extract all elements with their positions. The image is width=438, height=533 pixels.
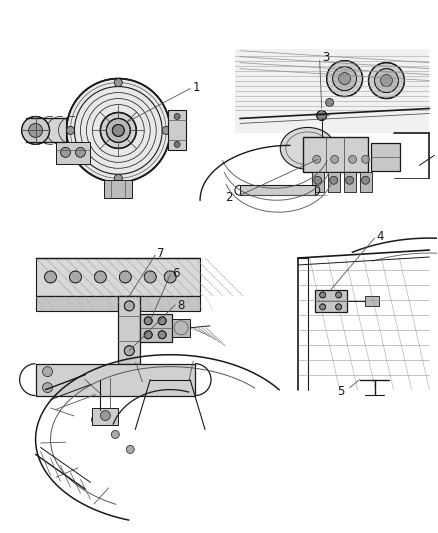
Text: 4: 4: [377, 230, 384, 243]
Circle shape: [114, 174, 122, 182]
Circle shape: [346, 176, 353, 184]
Circle shape: [381, 75, 392, 86]
Bar: [56, 142, 90, 164]
Circle shape: [144, 317, 152, 325]
Circle shape: [317, 110, 327, 120]
Circle shape: [320, 292, 326, 298]
Circle shape: [144, 331, 152, 339]
Circle shape: [330, 176, 338, 184]
Circle shape: [45, 271, 57, 283]
Circle shape: [174, 141, 180, 148]
Circle shape: [67, 78, 170, 182]
Bar: [168, 110, 186, 150]
Circle shape: [111, 431, 119, 439]
Bar: [172, 319, 190, 337]
Ellipse shape: [280, 127, 335, 169]
Circle shape: [336, 304, 342, 310]
Circle shape: [313, 155, 321, 163]
Circle shape: [164, 271, 176, 283]
Bar: [328, 172, 339, 192]
Circle shape: [124, 301, 134, 311]
Bar: [371, 143, 400, 171]
Circle shape: [326, 99, 334, 107]
Circle shape: [67, 126, 74, 134]
Bar: [92, 408, 118, 425]
Text: 5: 5: [337, 385, 345, 398]
Text: 7: 7: [157, 247, 165, 260]
Bar: [343, 172, 356, 192]
Circle shape: [28, 124, 42, 138]
Circle shape: [124, 346, 134, 356]
Circle shape: [144, 271, 156, 283]
Circle shape: [106, 118, 130, 142]
Bar: [240, 185, 314, 195]
Text: 6: 6: [172, 268, 180, 280]
Circle shape: [112, 124, 124, 136]
Circle shape: [42, 367, 53, 377]
Circle shape: [368, 63, 404, 99]
Circle shape: [119, 271, 131, 283]
Circle shape: [114, 78, 122, 86]
Bar: [312, 172, 324, 192]
Circle shape: [331, 155, 339, 163]
Bar: [360, 172, 371, 192]
Bar: [104, 180, 132, 198]
Circle shape: [158, 331, 166, 339]
Circle shape: [361, 176, 370, 184]
Text: 3: 3: [321, 51, 329, 64]
Circle shape: [349, 155, 357, 163]
Circle shape: [327, 61, 363, 96]
Bar: [314, 290, 346, 312]
Bar: [35, 364, 195, 395]
Bar: [364, 296, 379, 306]
Circle shape: [95, 271, 106, 283]
Circle shape: [70, 271, 81, 283]
Circle shape: [100, 112, 136, 148]
Circle shape: [374, 69, 399, 93]
Bar: [35, 296, 200, 311]
Circle shape: [126, 446, 134, 454]
Circle shape: [361, 155, 370, 163]
Circle shape: [314, 176, 321, 184]
Circle shape: [92, 416, 99, 424]
Bar: [303, 138, 367, 172]
Bar: [118, 296, 140, 364]
Bar: [25, 118, 67, 142]
Circle shape: [332, 67, 357, 91]
Bar: [235, 49, 429, 133]
Circle shape: [174, 114, 180, 119]
Circle shape: [75, 148, 85, 157]
Text: 8: 8: [177, 300, 184, 312]
Text: 1: 1: [193, 81, 201, 94]
Text: 2: 2: [226, 191, 233, 204]
Circle shape: [42, 383, 53, 393]
Circle shape: [320, 304, 326, 310]
Circle shape: [60, 148, 71, 157]
Circle shape: [158, 317, 166, 325]
Bar: [35, 258, 200, 296]
Bar: [140, 314, 172, 342]
Circle shape: [21, 117, 49, 144]
Circle shape: [100, 410, 110, 421]
Circle shape: [336, 292, 342, 298]
Circle shape: [339, 72, 350, 85]
Circle shape: [162, 126, 170, 134]
